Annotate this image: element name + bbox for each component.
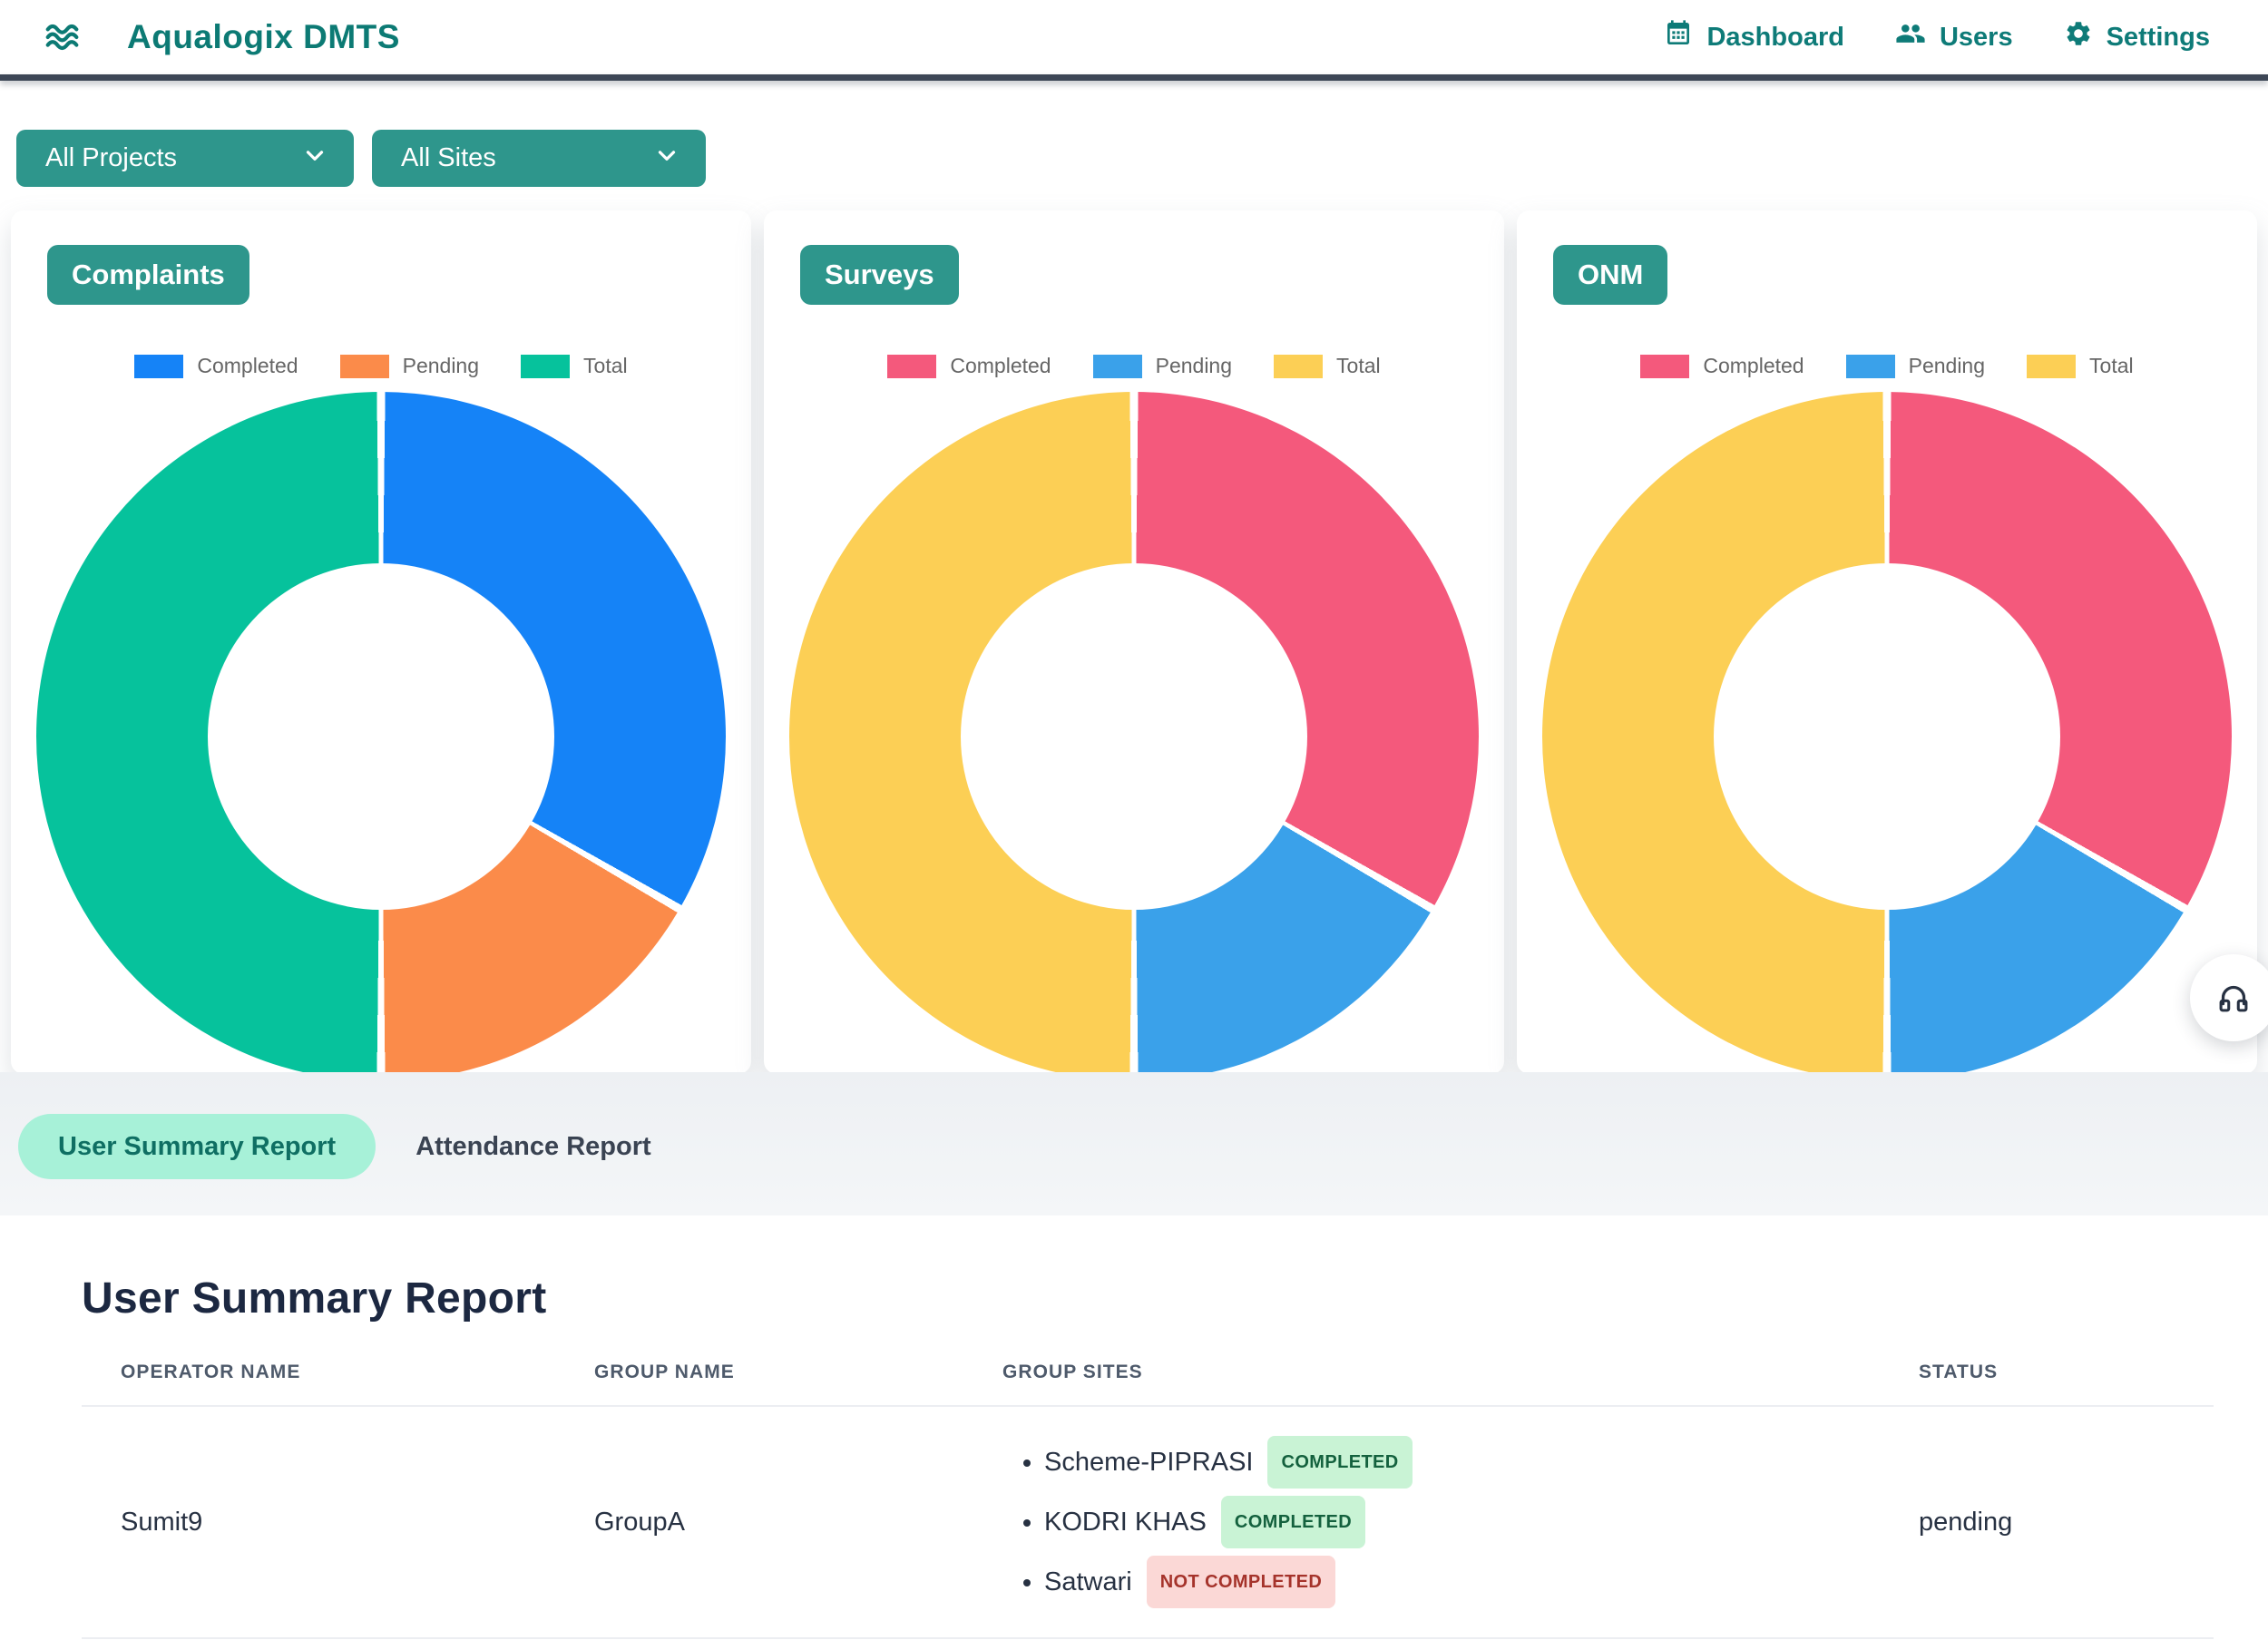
app-title: Aqualogix DMTS <box>127 18 400 55</box>
surveys-card: Surveys Completed Pending Total <box>764 210 1504 1074</box>
legend-label: Pending <box>1155 354 1233 377</box>
operator-name-cell: Sumit9 <box>121 1507 203 1537</box>
legend-swatch <box>887 354 937 378</box>
waves-icon[interactable] <box>42 16 83 58</box>
complaints-legend: Completed Pending Total <box>11 354 751 378</box>
legend-swatch <box>1845 354 1895 378</box>
donut-hole <box>961 563 1307 910</box>
legend-label: Completed <box>197 354 298 377</box>
projects-dropdown-label: All Projects <box>45 143 178 172</box>
sites-dropdown[interactable]: All Sites <box>372 130 706 187</box>
onm-card: ONM Completed Pending Total <box>1517 210 2257 1074</box>
chart-cards-row: Complaints Completed Pending Total Surveys… <box>0 210 2268 1074</box>
surveys-donut-chart[interactable] <box>789 392 1479 1074</box>
column-header-operator-name: OPERATOR NAME <box>121 1362 301 1382</box>
legend-swatch <box>1092 354 1142 378</box>
nav-dashboard-label: Dashboard <box>1706 22 1844 52</box>
site-status-badge: NOT COMPLETED <box>1146 1556 1336 1608</box>
onm-card-title: ONM <box>1553 245 1668 305</box>
support-fab[interactable] <box>2190 954 2268 1041</box>
legend-swatch <box>1274 354 1324 378</box>
gear-icon <box>2064 19 2093 55</box>
sites-list: Scheme-PIPRASI COMPLETED KODRI KHAS COMPLET… <box>1002 1436 1880 1608</box>
calendar-icon <box>1664 19 1693 55</box>
sites-dropdown-label: All Sites <box>401 143 496 172</box>
legend-label: Total <box>1336 354 1381 377</box>
filters-row: All Projects All Sites <box>16 130 2268 187</box>
surveys-card-title: Surveys <box>800 245 959 305</box>
site-status-badge: COMPLETED <box>1220 1496 1366 1548</box>
legend-item-total[interactable]: Total <box>521 354 628 378</box>
legend-item-total[interactable]: Total <box>1274 354 1381 378</box>
nav-users[interactable]: Users <box>1895 18 2013 56</box>
donut-hole <box>1714 563 2060 910</box>
projects-dropdown[interactable]: All Projects <box>16 130 354 187</box>
legend-item-pending[interactable]: Pending <box>339 354 480 378</box>
brand: Aqualogix DMTS <box>42 16 400 58</box>
legend-swatch <box>2027 354 2077 378</box>
status-cell: pending <box>1919 1507 2013 1537</box>
column-header-group-sites: GROUP SITES <box>1002 1362 1143 1382</box>
column-header-group-name: GROUP NAME <box>594 1362 735 1382</box>
legend-item-pending[interactable]: Pending <box>1092 354 1233 378</box>
header-divider <box>0 74 2268 81</box>
nav-dashboard[interactable]: Dashboard <box>1664 19 1844 55</box>
legend-item-pending[interactable]: Pending <box>1845 354 1986 378</box>
legend-label: Completed <box>950 354 1051 377</box>
complaints-card: Complaints Completed Pending Total <box>11 210 751 1074</box>
nav-settings[interactable]: Settings <box>2064 19 2210 55</box>
site-name: KODRI KHAS <box>1044 1508 1207 1537</box>
table-header-row: OPERATOR NAME GROUP NAME GROUP SITES STA… <box>82 1362 2214 1407</box>
table-row: Sumit9GroupAScheme-PIPRASICOMPLETEDKODRI… <box>82 1407 2214 1639</box>
top-nav: Dashboard Users Settings <box>1664 18 2210 56</box>
legend-label: Completed <box>1703 354 1804 377</box>
complaints-donut-chart[interactable] <box>36 392 726 1074</box>
legend-item-completed[interactable]: Completed <box>887 354 1051 378</box>
tab-user-summary-report[interactable]: User Summary Report <box>18 1114 376 1179</box>
site-name: Satwari <box>1044 1567 1132 1596</box>
column-header-status: STATUS <box>1919 1362 1999 1382</box>
site-status-badge: COMPLETED <box>1267 1436 1413 1489</box>
group-sites-cell: Scheme-PIPRASI COMPLETED KODRI KHAS COMPLET… <box>963 1429 1880 1616</box>
nav-users-label: Users <box>1939 22 2013 52</box>
legend-label: Pending <box>1908 354 1986 377</box>
onm-donut-chart[interactable] <box>1542 392 2232 1074</box>
table-body: Sumit9GroupAScheme-PIPRASICOMPLETEDKODRI… <box>82 1407 2214 1640</box>
complaints-card-title: Complaints <box>47 245 249 305</box>
nav-settings-label: Settings <box>2106 22 2210 52</box>
legend-item-completed[interactable]: Completed <box>1640 354 1804 378</box>
legend-item-completed[interactable]: Completed <box>134 354 298 378</box>
tabs-section: User Summary Report Attendance Report <box>0 1072 2268 1215</box>
site-item: Scheme-PIPRASI COMPLETED <box>1044 1436 1880 1489</box>
surveys-legend: Completed Pending Total <box>764 354 1504 378</box>
legend-label: Total <box>2089 354 2134 377</box>
onm-legend: Completed Pending Total <box>1517 354 2257 378</box>
headphones-icon <box>2213 976 2254 1020</box>
legend-swatch <box>339 354 389 378</box>
legend-label: Total <box>583 354 628 377</box>
site-item: Satwari NOT COMPLETED <box>1044 1556 1880 1608</box>
group-name-cell: GroupA <box>594 1507 685 1537</box>
legend-swatch <box>1640 354 1690 378</box>
site-name: Scheme-PIPRASI <box>1044 1448 1254 1477</box>
user-summary-report-section: User Summary Report OPERATOR NAME GROUP … <box>0 1215 2268 1640</box>
donut-hole <box>208 563 554 910</box>
app-header: Aqualogix DMTS Dashboard Users <box>0 0 2268 74</box>
site-item: KODRI KHAS COMPLETED <box>1044 1496 1880 1548</box>
chevron-down-icon <box>653 142 680 176</box>
legend-swatch <box>521 354 571 378</box>
chevron-down-icon <box>301 142 328 176</box>
legend-swatch <box>134 354 184 378</box>
legend-item-total[interactable]: Total <box>2027 354 2134 378</box>
legend-label: Pending <box>402 354 480 377</box>
users-icon <box>1895 18 1926 56</box>
report-title: User Summary Report <box>82 1274 547 1323</box>
tab-attendance-report[interactable]: Attendance Report <box>415 1131 651 1161</box>
